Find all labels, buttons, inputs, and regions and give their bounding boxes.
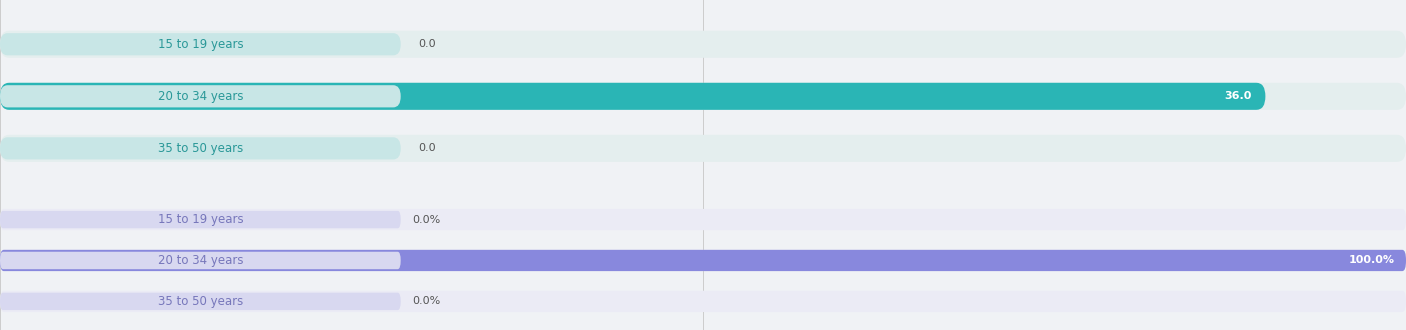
FancyBboxPatch shape xyxy=(0,293,401,310)
Text: 0.0: 0.0 xyxy=(418,143,436,153)
FancyBboxPatch shape xyxy=(0,135,1406,162)
Text: 0.0%: 0.0% xyxy=(412,214,440,225)
Text: 100.0%: 100.0% xyxy=(1348,255,1395,265)
FancyBboxPatch shape xyxy=(0,252,401,269)
FancyBboxPatch shape xyxy=(0,85,401,107)
Text: 20 to 34 years: 20 to 34 years xyxy=(157,254,243,267)
FancyBboxPatch shape xyxy=(0,137,401,159)
FancyBboxPatch shape xyxy=(0,209,1406,230)
Text: 15 to 19 years: 15 to 19 years xyxy=(157,38,243,51)
Text: 20 to 34 years: 20 to 34 years xyxy=(157,90,243,103)
FancyBboxPatch shape xyxy=(0,250,1406,271)
FancyBboxPatch shape xyxy=(0,83,1406,110)
Text: 36.0: 36.0 xyxy=(1225,91,1251,101)
FancyBboxPatch shape xyxy=(0,31,1406,58)
FancyBboxPatch shape xyxy=(0,291,1406,312)
Text: 0.0%: 0.0% xyxy=(412,296,440,306)
FancyBboxPatch shape xyxy=(0,211,401,228)
Text: 15 to 19 years: 15 to 19 years xyxy=(157,213,243,226)
Text: 35 to 50 years: 35 to 50 years xyxy=(157,295,243,308)
FancyBboxPatch shape xyxy=(0,33,401,55)
Text: 0.0: 0.0 xyxy=(418,39,436,49)
FancyBboxPatch shape xyxy=(0,83,1265,110)
Text: 35 to 50 years: 35 to 50 years xyxy=(157,142,243,155)
FancyBboxPatch shape xyxy=(0,250,1406,271)
